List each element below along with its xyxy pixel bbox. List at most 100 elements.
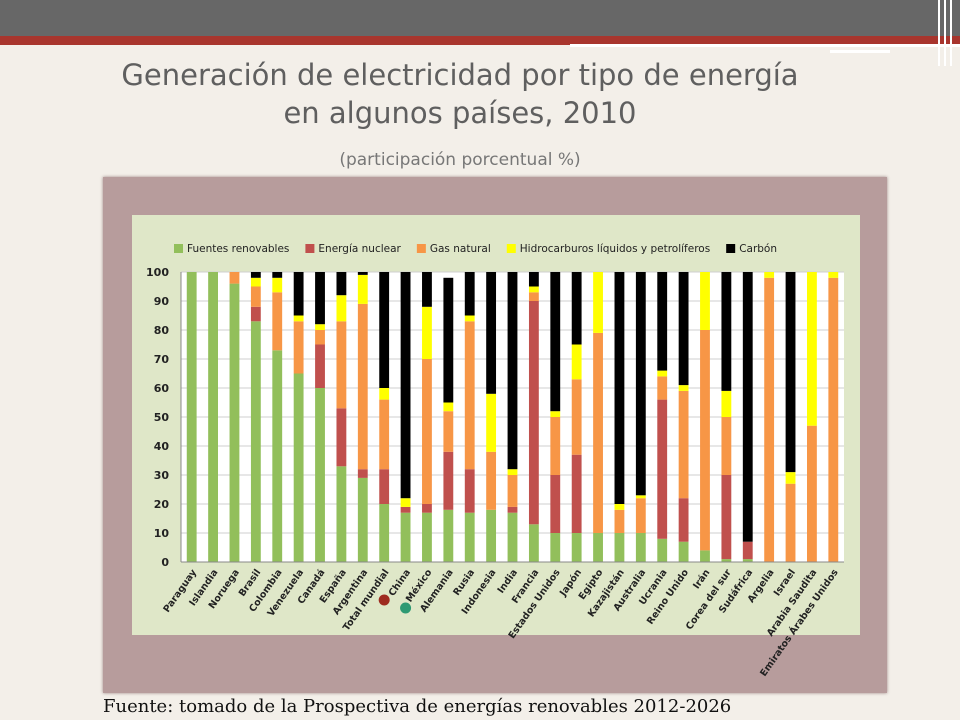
header-divider (570, 44, 960, 47)
bar-segment (571, 533, 582, 562)
bar-segment (528, 524, 539, 562)
bar-segment (400, 506, 411, 513)
bar-segment (807, 272, 817, 426)
bar-segment (635, 272, 646, 496)
bar-segment (721, 272, 732, 391)
country-markers (378, 594, 412, 614)
bar-segment (400, 512, 411, 562)
bar-segment (657, 399, 668, 539)
bar-segment (657, 272, 668, 371)
bar-segment (315, 272, 325, 325)
bar-segment (635, 495, 646, 499)
bar-segment (293, 321, 304, 374)
header-vertical-line (950, 0, 952, 66)
bar-segment (357, 469, 368, 478)
y-tick-label: 100 (146, 266, 169, 279)
bar-segment (678, 272, 689, 386)
bar-segment (700, 330, 710, 551)
bar-segment (272, 350, 283, 562)
bar-segment (614, 504, 625, 510)
bar-segment (464, 315, 475, 322)
bar-segment (807, 425, 817, 562)
bar-segment (678, 390, 689, 499)
bar-segment (507, 469, 518, 475)
bar-segment (422, 272, 432, 307)
bar-segment (272, 292, 283, 351)
title-line-2: en algunos países, 2010 (283, 96, 637, 130)
y-tick-label: 20 (154, 498, 170, 511)
bar-segment (721, 417, 732, 475)
bar-segment (550, 272, 561, 412)
y-tick-label: 60 (154, 382, 170, 395)
bar-segment (593, 332, 603, 533)
bar-segment (486, 451, 497, 510)
legend-label: Gas natural (430, 243, 491, 255)
bar-segment (443, 411, 454, 452)
bar-segment (571, 272, 582, 345)
bar-segment (336, 466, 347, 562)
bar-segment (336, 408, 347, 467)
bar-segment (250, 277, 261, 287)
bar-segment (657, 538, 668, 562)
bar-segment (357, 272, 368, 275)
bar-segment (293, 272, 304, 316)
bar-segment (400, 498, 411, 507)
bar-segment (721, 559, 732, 562)
bar-segment (678, 385, 689, 391)
marker-dot (400, 602, 412, 614)
bar-segment (721, 475, 732, 560)
bar-segment (250, 306, 261, 322)
bar-segment (528, 272, 539, 287)
bar-segment (229, 272, 240, 284)
bar-segment (635, 533, 646, 562)
legend-swatch (305, 244, 315, 253)
bar-segment (443, 509, 454, 562)
bar-segment (464, 272, 475, 316)
bar-segment (742, 541, 753, 560)
slide-title: Generación de electricidad por tipo de e… (0, 56, 920, 132)
bar-segment (443, 451, 454, 510)
y-tick-label: 90 (154, 295, 170, 308)
bar-segment (379, 272, 390, 388)
bar-segment (357, 303, 368, 470)
title-line-1: Generación de electricidad por tipo de e… (121, 58, 799, 92)
legend-label: Hidrocarburos líquidos y petrolíferos (520, 243, 710, 255)
bar-segment (507, 475, 518, 507)
legend-swatch (174, 244, 183, 253)
bar-segment (785, 272, 796, 473)
bar-segment (742, 559, 753, 562)
bar-segment (550, 475, 561, 533)
bar-segment (336, 295, 347, 322)
bar-segment (422, 306, 432, 359)
chart-legend: Fuentes renovables Energía nuclear Gas nat… (174, 243, 777, 255)
bar-segment (336, 321, 347, 409)
legend-label: Fuentes renovables (187, 243, 289, 255)
bar-segment (315, 324, 325, 330)
bar-segment (828, 272, 839, 278)
bar-segment (443, 402, 454, 412)
bar-segment (764, 272, 775, 278)
bar-segment (443, 277, 454, 403)
bar-segment (593, 272, 603, 333)
bar-segment (721, 390, 732, 417)
bar-segment (186, 272, 197, 562)
bar-segment (315, 388, 325, 562)
bar-segment (700, 550, 710, 562)
header-divider-short (830, 50, 890, 53)
bar-segment (357, 274, 368, 304)
bar-segment (657, 370, 668, 377)
bar-segment (507, 512, 518, 562)
bar-segment (700, 272, 710, 330)
bar-segment (464, 512, 475, 562)
bar-segment (250, 272, 261, 278)
header-vertical-line (944, 0, 946, 66)
bar-segment (250, 286, 261, 307)
bar-segment (657, 376, 668, 400)
bar-segment (422, 359, 432, 504)
bar-segment (571, 344, 582, 380)
header-vertical-line (938, 0, 940, 66)
bar-segment (486, 393, 497, 452)
bar-segment (785, 483, 796, 562)
bar-segment (614, 533, 625, 562)
bar-segment (785, 472, 796, 484)
